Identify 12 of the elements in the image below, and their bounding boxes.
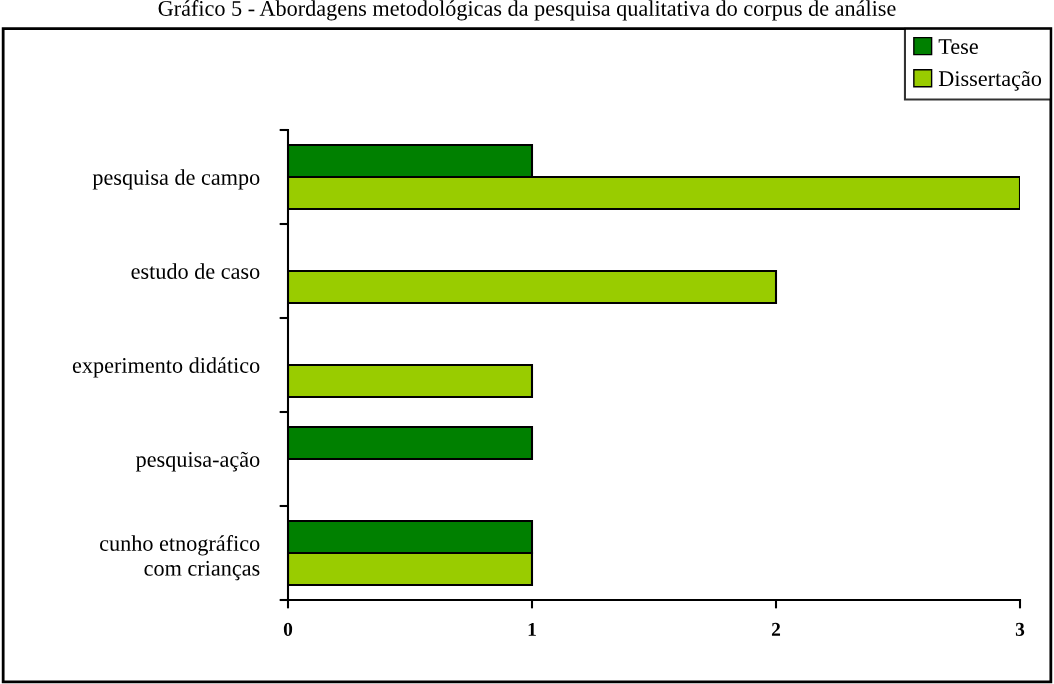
y-tick-label: estudo de caso xyxy=(131,263,260,279)
legend-label: Tese xyxy=(938,39,978,55)
legend-label: Dissertação xyxy=(938,70,1042,91)
y-tick-label: pesquisa-ação xyxy=(135,451,260,472)
x-tick-label: 1 xyxy=(528,622,536,636)
y-tick-label: pesquisa de campo xyxy=(92,169,260,190)
y-tick-label: cunho etnográfico com crianças xyxy=(100,535,260,581)
x-tick-label: 2 xyxy=(771,622,781,636)
y-tick-label: experimento didático xyxy=(72,357,260,378)
chart-title: Gráfico 5 - Abordagens metodológicas da pesquisa qualitativa do corpus de análise xyxy=(158,0,896,21)
x-tick-label: 3 xyxy=(1015,622,1025,636)
x-tick-label: 0 xyxy=(283,622,293,636)
